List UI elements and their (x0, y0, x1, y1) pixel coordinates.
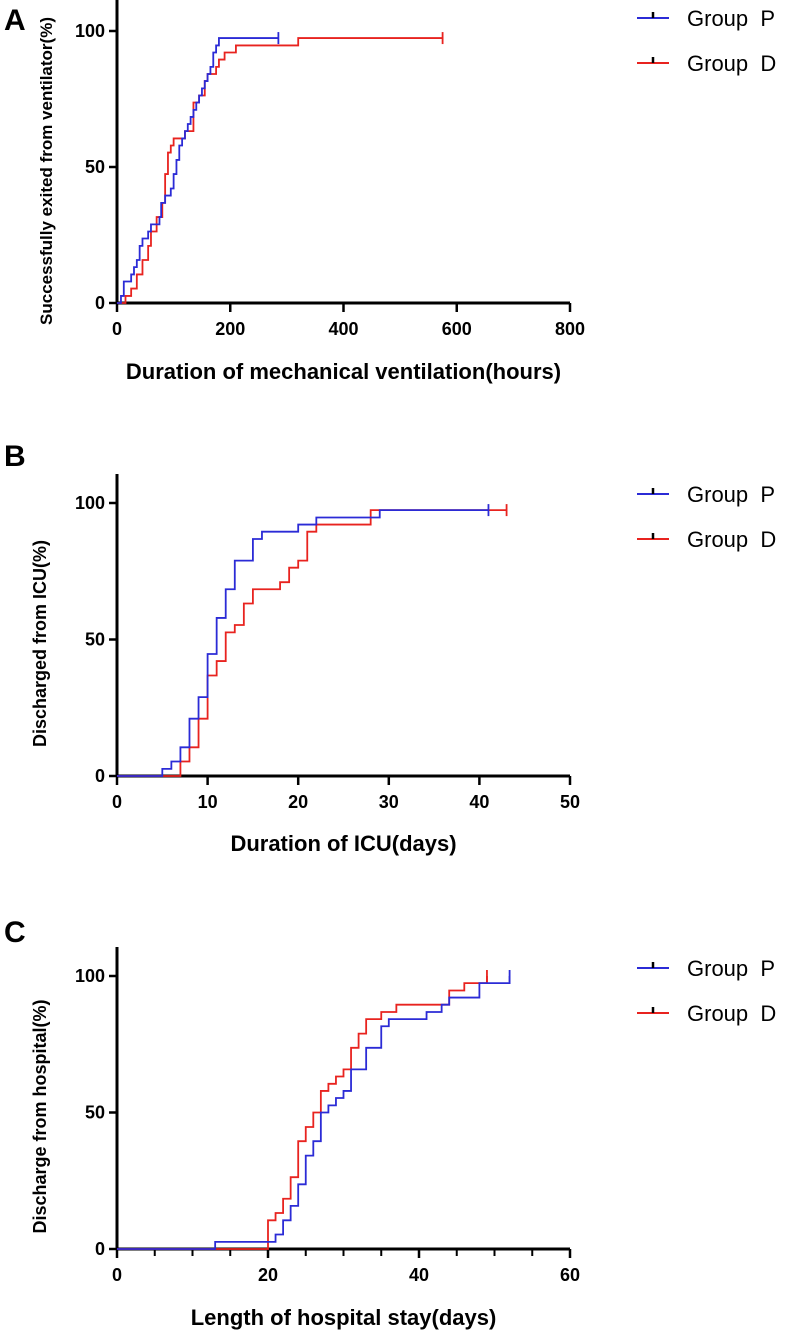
y-tick-label: 100 (75, 966, 105, 986)
y-tick-label: 50 (85, 1103, 105, 1123)
x-tick-label: 200 (215, 319, 245, 339)
x-axis-title: Duration of ICU(days) (230, 831, 456, 856)
legend-label-group-p: Group P (687, 482, 775, 507)
x-tick-label: 60 (560, 1265, 580, 1285)
y-axis-title: Discharge from hospital(%) (30, 999, 50, 1233)
legend-label-group-d: Group D (687, 1001, 776, 1026)
y-tick-label: 0 (95, 1239, 105, 1259)
x-tick-label: 50 (560, 792, 580, 812)
x-axis-title: Length of hospital stay(days) (191, 1305, 497, 1330)
series-line-group-d (117, 509, 507, 777)
x-tick-label: 800 (555, 319, 585, 339)
panel-letter: B (4, 440, 26, 473)
panel-b: B 0 50 100 0 10 20 30 40 50 Duration of ICU(days) D… (4, 440, 776, 856)
y-tick-label: 50 (85, 157, 105, 177)
y-tick-label: 0 (95, 766, 105, 786)
panel-letter: A (4, 4, 26, 37)
y-axis-title: Successfully exited from ventilator(%) (37, 17, 56, 325)
series-line-group-p (117, 37, 279, 304)
panel-letter: C (4, 916, 26, 949)
series-line-group-d (117, 37, 443, 304)
x-tick-label: 40 (469, 792, 489, 812)
x-tick-label: 0 (112, 319, 122, 339)
x-tick-label: 20 (258, 1265, 278, 1285)
y-tick-label: 50 (85, 630, 105, 650)
x-tick-label: 30 (379, 792, 399, 812)
x-tick-label: 400 (328, 319, 358, 339)
x-tick-label: 10 (198, 792, 218, 812)
y-tick-label: 100 (75, 21, 105, 41)
x-tick-label: 20 (288, 792, 308, 812)
y-tick-label: 100 (75, 493, 105, 513)
y-tick-label: 0 (95, 293, 105, 313)
x-tick-label: 0 (112, 792, 122, 812)
legend-label-group-d: Group D (687, 51, 776, 76)
panel-a: A 0 50 100 0 200 400 600 800 Duration of mechanic… (4, 0, 776, 384)
series-line-group-d (117, 976, 488, 1250)
series-line-group-p (117, 976, 511, 1250)
panel-c: C 0 50 100 0 20 40 60 Length of hospital stay(da… (4, 916, 776, 1330)
legend-label-group-p: Group P (687, 6, 775, 31)
x-tick-label: 40 (409, 1265, 429, 1285)
y-axis-title: Discharged from ICU(%) (30, 540, 50, 747)
x-tick-label: 600 (442, 319, 472, 339)
x-axis-title: Duration of mechanical ventilation(hours… (126, 359, 561, 384)
legend-label-group-p: Group P (687, 956, 775, 981)
legend-label-group-d: Group D (687, 527, 776, 552)
x-tick-label: 0 (112, 1265, 122, 1285)
series-line-group-p (117, 509, 489, 777)
